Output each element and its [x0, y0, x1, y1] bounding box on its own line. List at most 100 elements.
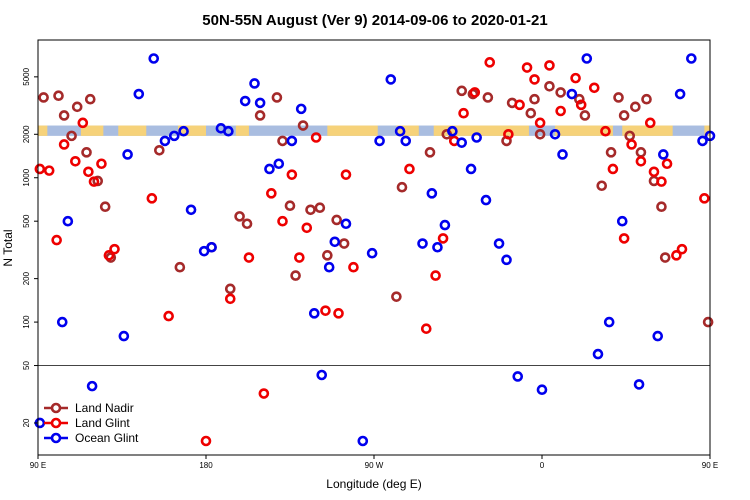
x-tick-label: 180 [199, 461, 213, 470]
data-point-ocean-glint [652, 330, 664, 342]
data-point-ocean-glint [133, 88, 145, 100]
data-point-land-nadir [529, 93, 540, 105]
data-point-ocean-glint [686, 53, 697, 64]
data-point-ocean-glint [357, 435, 369, 447]
data-point-land-nadir [314, 202, 326, 214]
data-point-land-nadir [254, 110, 266, 121]
data-point-land-glint [656, 176, 667, 187]
data-point-land-nadir [58, 110, 70, 121]
data-point-land-glint [88, 176, 100, 187]
data-point-land-glint [301, 222, 313, 234]
data-point-ocean-glint [581, 53, 593, 64]
data-point-ocean-glint [426, 188, 438, 199]
data-point-land-nadir [424, 147, 436, 158]
data-point-land-nadir [99, 201, 111, 213]
data-point-land-nadir [71, 101, 83, 113]
data-point-land-nadir [305, 204, 316, 216]
data-point-ocean-glint [633, 379, 645, 390]
data-point-land-glint [514, 99, 525, 111]
data-point-ocean-glint [658, 149, 669, 160]
data-point-ocean-glint [549, 128, 561, 140]
data-point-land-nadir [574, 93, 585, 105]
data-point-land-glint [333, 308, 344, 319]
data-point-land-nadir [702, 316, 714, 328]
data-point-land-nadir [84, 93, 96, 105]
data-point-land-glint [469, 87, 481, 98]
data-point-land-glint [146, 193, 158, 204]
data-point-ocean-glint [340, 218, 352, 230]
data-point-land-nadir [224, 283, 236, 295]
data-point-land-glint [671, 250, 682, 261]
data-point-land-glint [258, 388, 270, 399]
y-tick-label: 100 [22, 315, 31, 329]
data-point-ocean-glint [480, 194, 492, 206]
data-point-land-glint [503, 128, 514, 140]
data-point-land-glint [200, 435, 212, 447]
legend-entry: Ocean Glint [75, 431, 139, 445]
data-point-ocean-glint [447, 125, 458, 137]
data-point-ocean-glint [178, 125, 189, 137]
data-point-land-glint [277, 215, 288, 227]
x-tick-label: 90 W [365, 461, 384, 470]
data-point-ocean-glint [432, 241, 443, 253]
data-point-land-glint [51, 234, 62, 246]
data-point-land-glint [70, 155, 81, 167]
data-point-land-glint [243, 252, 255, 263]
data-point-ocean-glint [159, 135, 171, 147]
data-point-land-glint [699, 193, 710, 204]
data-point-ocean-glint [239, 95, 251, 107]
data-point-ocean-glint [417, 238, 428, 249]
data-point-land-glint [458, 107, 469, 119]
data-point-land-nadir [635, 147, 647, 158]
data-point-land-nadir [234, 211, 245, 222]
data-point-land-glint [544, 60, 555, 71]
data-point-land-glint [83, 166, 94, 178]
land-segment [327, 125, 378, 136]
x-tick-label: 90 E [702, 461, 718, 470]
y-tick-label: 2000 [22, 125, 31, 143]
chart-title: 50N-55N August (Ver 9) 2014-09-06 to 202… [202, 12, 547, 29]
data-point-land-nadir [81, 147, 92, 158]
data-point-land-nadir [525, 107, 537, 119]
data-point-ocean-glint [254, 97, 266, 109]
data-point-land-glint [521, 62, 533, 73]
data-point-land-nadir [174, 261, 186, 273]
data-point-ocean-glint [471, 132, 482, 143]
data-point-land-glint [570, 72, 581, 84]
data-point-land-nadir [331, 214, 342, 226]
data-point-land-glint [420, 323, 432, 334]
data-point-land-nadir [618, 110, 630, 121]
data-point-land-nadir [284, 200, 296, 212]
plot-frame [37, 39, 711, 456]
data-point-land-nadir [322, 250, 333, 261]
data-point-land-glint [676, 243, 688, 255]
data-point-land-glint [109, 243, 120, 255]
data-point-ocean-glint [168, 130, 180, 142]
data-point-land-glint [34, 163, 46, 175]
data-point-land-glint [430, 270, 441, 281]
data-point-land-glint [96, 158, 107, 170]
data-point-ocean-glint [536, 384, 548, 396]
data-point-ocean-glint [323, 261, 335, 273]
data-point-land-glint [77, 117, 89, 129]
data-point-land-nadir [630, 101, 641, 113]
data-point-ocean-glint [456, 137, 468, 148]
data-point-land-glint [320, 305, 331, 316]
data-point-land-nadir [154, 144, 165, 156]
data-point-ocean-glint [674, 88, 686, 100]
data-point-land-nadir [391, 291, 402, 302]
data-point-land-glint [607, 163, 619, 175]
data-point-land-nadir [53, 90, 64, 102]
data-point-land-glint [534, 117, 546, 129]
land-segment [118, 125, 147, 136]
data-point-land-nadir [456, 85, 468, 97]
x-tick-label: 0 [540, 461, 545, 470]
data-point-land-nadir [297, 120, 309, 131]
land-segment [80, 125, 104, 136]
y-tick-label: 500 [22, 214, 31, 228]
data-point-land-nadir [613, 92, 624, 103]
y-tick-label: 200 [22, 271, 31, 285]
data-point-land-glint [348, 261, 359, 273]
data-point-land-glint [294, 252, 305, 263]
